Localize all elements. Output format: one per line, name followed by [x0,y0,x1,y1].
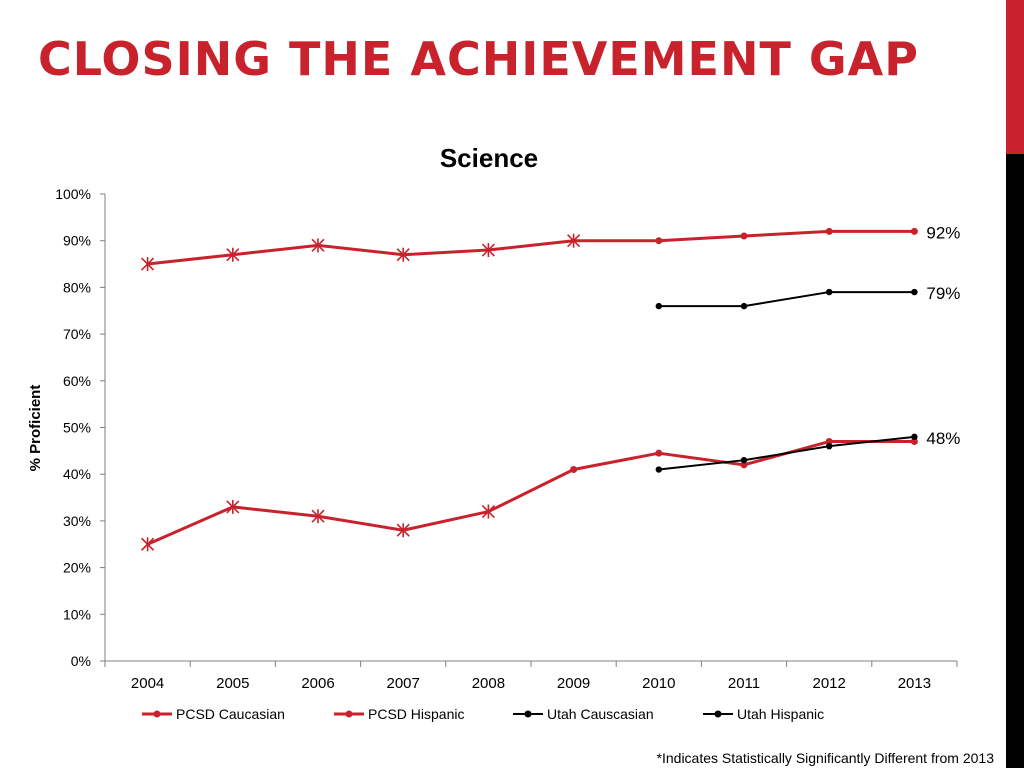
x-tick-label: 2007 [387,675,420,692]
side-accent-bar-black [1006,154,1024,768]
series-line-1 [146,440,915,546]
data-point-star [311,238,325,253]
data-point-star [481,243,495,258]
legend-item: PCSD Caucasian [142,706,285,722]
data-point [910,227,918,235]
y-tick-label: 40% [63,466,91,482]
legend-label: Utah Causcasian [547,706,654,722]
data-point [740,302,748,310]
x-tick-label: 2008 [472,675,505,692]
legend-label: PCSD Caucasian [176,706,285,722]
legend-marker [714,710,722,718]
y-tick-label: 70% [63,326,91,342]
x-tick-label: 2005 [216,675,249,692]
data-point-star [396,523,410,538]
data-point [910,438,918,446]
data-point-star [141,257,155,272]
series-line-3 [658,435,915,471]
x-tick-label: 2012 [813,675,846,692]
data-point [655,466,662,473]
y-tick-label: 0% [71,653,91,669]
value-annotation: 48% [926,429,960,448]
data-point-star [311,509,325,524]
slide-title: CLOSING THE ACHIEVEMENT GAP [38,32,919,86]
science-line-chart: Science % Proficient 0% 10% 20% 30% 40% 50% 60… [27,143,960,722]
y-tick-label: 100% [55,186,91,202]
y-tick-label: 90% [63,233,91,249]
data-point [825,227,833,235]
legend-item: Utah Causcasian [513,706,654,722]
side-accent-bar-red [1006,0,1024,154]
data-point [740,456,748,464]
data-point-star [567,233,581,248]
legend-marker [524,710,532,718]
x-tick-label: 2011 [728,675,760,692]
legend-label: Utah Hispanic [737,706,824,722]
y-tick-label: 50% [63,420,91,436]
data-point-star [226,247,240,262]
x-tick-label: 2004 [131,675,164,692]
legend-item: Utah Hispanic [703,706,824,722]
data-point [655,302,662,310]
y-tick-label: 60% [63,373,91,389]
x-tick-label: 2009 [557,675,590,692]
x-tick-label: 2013 [898,675,931,692]
legend-label: PCSD Hispanic [368,706,464,722]
legend-marker [153,710,161,718]
data-point [911,433,918,441]
data-point [655,449,663,457]
y-tick-label: 20% [63,560,91,576]
series-line-2 [658,291,915,308]
chart-title: Science [440,143,538,173]
data-point [570,466,578,474]
data-point [826,288,833,296]
legend-marker [345,710,353,718]
data-point-star [226,499,240,514]
data-point [655,237,663,245]
y-tick-label: 30% [63,513,91,529]
data-point [911,288,918,296]
series-line-0 [147,229,915,266]
x-tick-label: 2010 [642,675,675,692]
y-tick-label: 10% [63,606,91,622]
x-tick-label: 2006 [301,675,334,692]
data-point [825,438,833,446]
footnote: *Indicates Statistically Significantly D… [656,750,994,766]
data-point [740,461,748,469]
data-point-star [396,247,410,262]
y-tick-label: 80% [63,279,91,295]
data-point-star [141,537,155,552]
data-point-star [481,504,495,519]
data-point [740,232,748,240]
value-annotation: 79% [926,284,960,303]
legend-item: PCSD Hispanic [334,706,464,722]
y-axis-label: % Proficient [27,385,44,472]
value-annotation: 92% [926,223,960,242]
data-point [826,442,833,450]
